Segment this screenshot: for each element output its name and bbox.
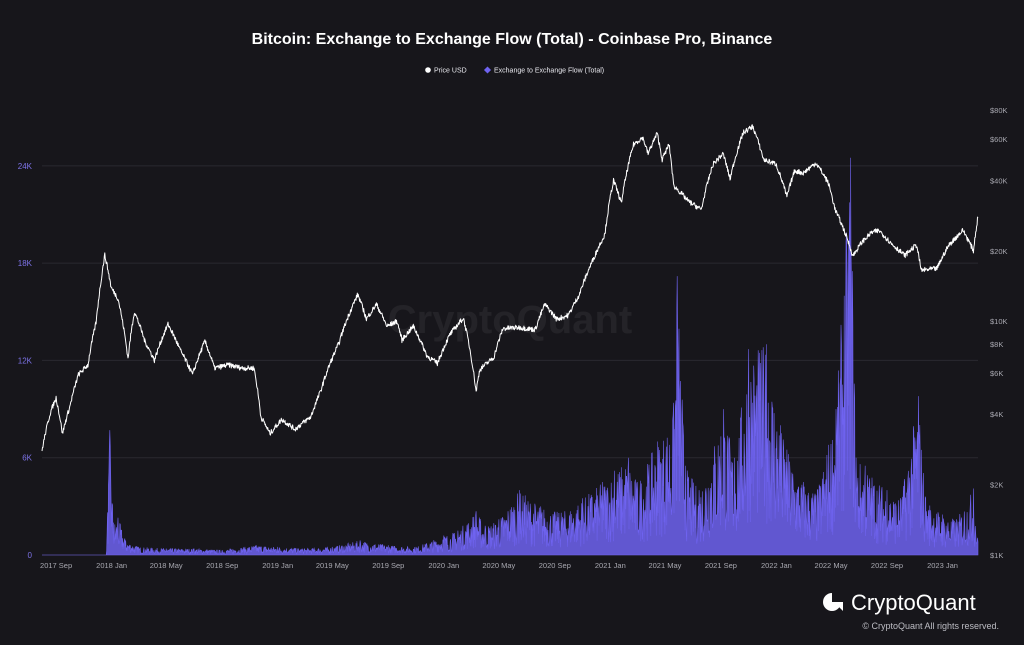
right-tick-label-0: $1K <box>990 551 1003 560</box>
price-line <box>41 124 979 452</box>
x-tick-label-12: 2021 Sep <box>705 561 737 570</box>
cryptoquant-logo-icon <box>823 592 843 611</box>
right-tick-label-7: $40K <box>990 176 1008 185</box>
x-tick-label-16: 2023 Jan <box>927 561 958 570</box>
x-tick-label-2: 2018 May <box>150 561 183 570</box>
left-axis: 0 6K 12K 18K 24K <box>18 162 33 560</box>
x-tick-label-6: 2019 Sep <box>372 561 404 570</box>
legend-flow-marker <box>483 66 492 74</box>
left-tick-label-0: 0 <box>28 551 33 560</box>
x-tick-label-3: 2018 Sep <box>206 561 238 570</box>
left-tick-label-4: 24K <box>18 162 33 171</box>
legend: Price USD Exchange to Exchange Flow (Tot… <box>425 66 604 75</box>
x-tick-label-8: 2020 May <box>482 561 515 570</box>
copyright-text: © CryptoQuant All rights reserved. <box>862 621 999 631</box>
left-tick-label-2: 12K <box>18 356 33 365</box>
right-tick-label-5: $10K <box>990 317 1008 326</box>
flow-area <box>42 157 979 556</box>
legend-item-flow: Exchange to Exchange Flow (Total) <box>494 68 604 75</box>
legend-item-price: Price USD <box>434 68 467 75</box>
x-tick-label-11: 2021 May <box>648 561 681 570</box>
x-tick-label-4: 2019 Jan <box>262 561 293 570</box>
x-tick-label-5: 2019 May <box>316 561 349 570</box>
brand-logo: CryptoQuant <box>823 590 976 615</box>
right-axis: $1K $2K $4K $6K $8K $10K $20K $40K $60K $80K <box>990 106 1008 560</box>
right-tick-label-1: $2K <box>990 481 1003 490</box>
right-tick-label-4: $8K <box>990 340 1003 349</box>
x-tick-label-14: 2022 May <box>815 561 848 570</box>
x-tick-label-13: 2022 Jan <box>761 561 792 570</box>
left-tick-label-3: 18K <box>18 259 33 268</box>
chart-title: Bitcoin: Exchange to Exchange Flow (Tota… <box>252 31 773 48</box>
price-series <box>41 124 979 452</box>
x-axis: 2017 Sep 2018 Jan 2018 May 2018 Sep 2019 Jan… <box>40 561 958 570</box>
x-tick-label-0: 2017 Sep <box>40 561 72 570</box>
x-tick-label-10: 2021 Jan <box>595 561 626 570</box>
right-tick-label-6: $20K <box>990 247 1008 256</box>
right-tick-label-9: $80K <box>990 106 1008 115</box>
right-tick-label-3: $6K <box>990 369 1003 378</box>
watermark: CryptoQuant <box>388 298 632 342</box>
brand-name: CryptoQuant <box>851 590 976 615</box>
legend-price-marker <box>425 67 431 73</box>
right-tick-label-8: $60K <box>990 135 1008 144</box>
x-tick-label-15: 2022 Sep <box>871 561 903 570</box>
x-tick-label-9: 2020 Sep <box>539 561 571 570</box>
x-tick-label-7: 2020 Jan <box>428 561 459 570</box>
x-tick-label-1: 2018 Jan <box>96 561 127 570</box>
left-tick-label-1: 6K <box>22 454 32 463</box>
flow-series <box>41 157 979 556</box>
right-tick-label-2: $4K <box>990 410 1003 419</box>
